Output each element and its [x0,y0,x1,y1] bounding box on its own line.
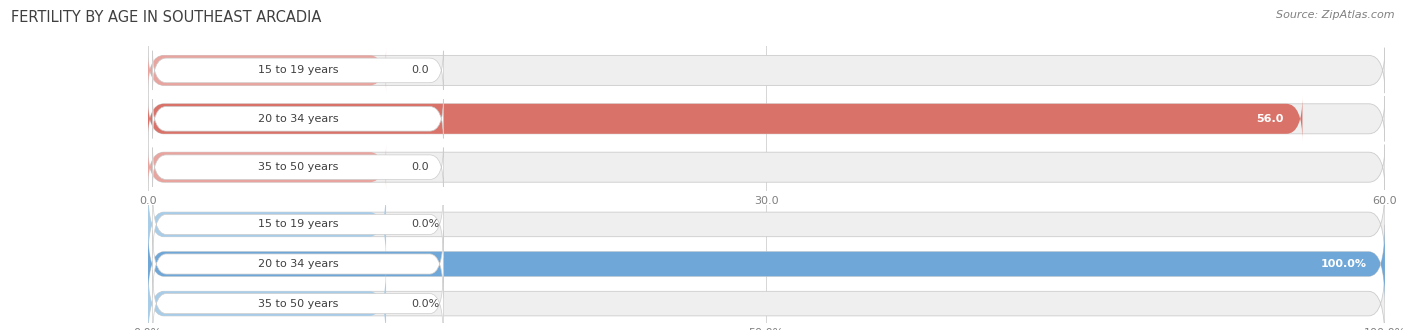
FancyBboxPatch shape [153,99,443,139]
FancyBboxPatch shape [153,191,443,258]
FancyBboxPatch shape [148,48,387,93]
FancyBboxPatch shape [148,264,1385,330]
FancyBboxPatch shape [153,148,443,187]
Text: FERTILITY BY AGE IN SOUTHEAST ARCADIA: FERTILITY BY AGE IN SOUTHEAST ARCADIA [11,10,322,25]
FancyBboxPatch shape [148,185,387,264]
Text: 20 to 34 years: 20 to 34 years [257,259,339,269]
FancyBboxPatch shape [148,96,1385,142]
FancyBboxPatch shape [148,264,387,330]
Text: 15 to 19 years: 15 to 19 years [257,219,339,229]
FancyBboxPatch shape [153,51,443,90]
Text: 0.0: 0.0 [411,162,429,172]
FancyBboxPatch shape [148,225,1385,303]
FancyBboxPatch shape [148,96,1302,142]
FancyBboxPatch shape [148,225,1385,303]
Text: 0.0%: 0.0% [411,299,439,309]
FancyBboxPatch shape [148,145,387,190]
Text: 0.0%: 0.0% [411,219,439,229]
FancyBboxPatch shape [148,145,1385,190]
Text: 35 to 50 years: 35 to 50 years [257,162,339,172]
FancyBboxPatch shape [153,231,443,297]
FancyBboxPatch shape [153,270,443,330]
Text: 20 to 34 years: 20 to 34 years [257,114,339,124]
FancyBboxPatch shape [148,48,1385,93]
Text: Source: ZipAtlas.com: Source: ZipAtlas.com [1277,10,1395,20]
Text: 15 to 19 years: 15 to 19 years [257,65,339,75]
Text: 56.0: 56.0 [1257,114,1284,124]
Text: 100.0%: 100.0% [1320,259,1367,269]
FancyBboxPatch shape [148,185,1385,264]
Text: 0.0: 0.0 [411,65,429,75]
Text: 35 to 50 years: 35 to 50 years [257,299,339,309]
